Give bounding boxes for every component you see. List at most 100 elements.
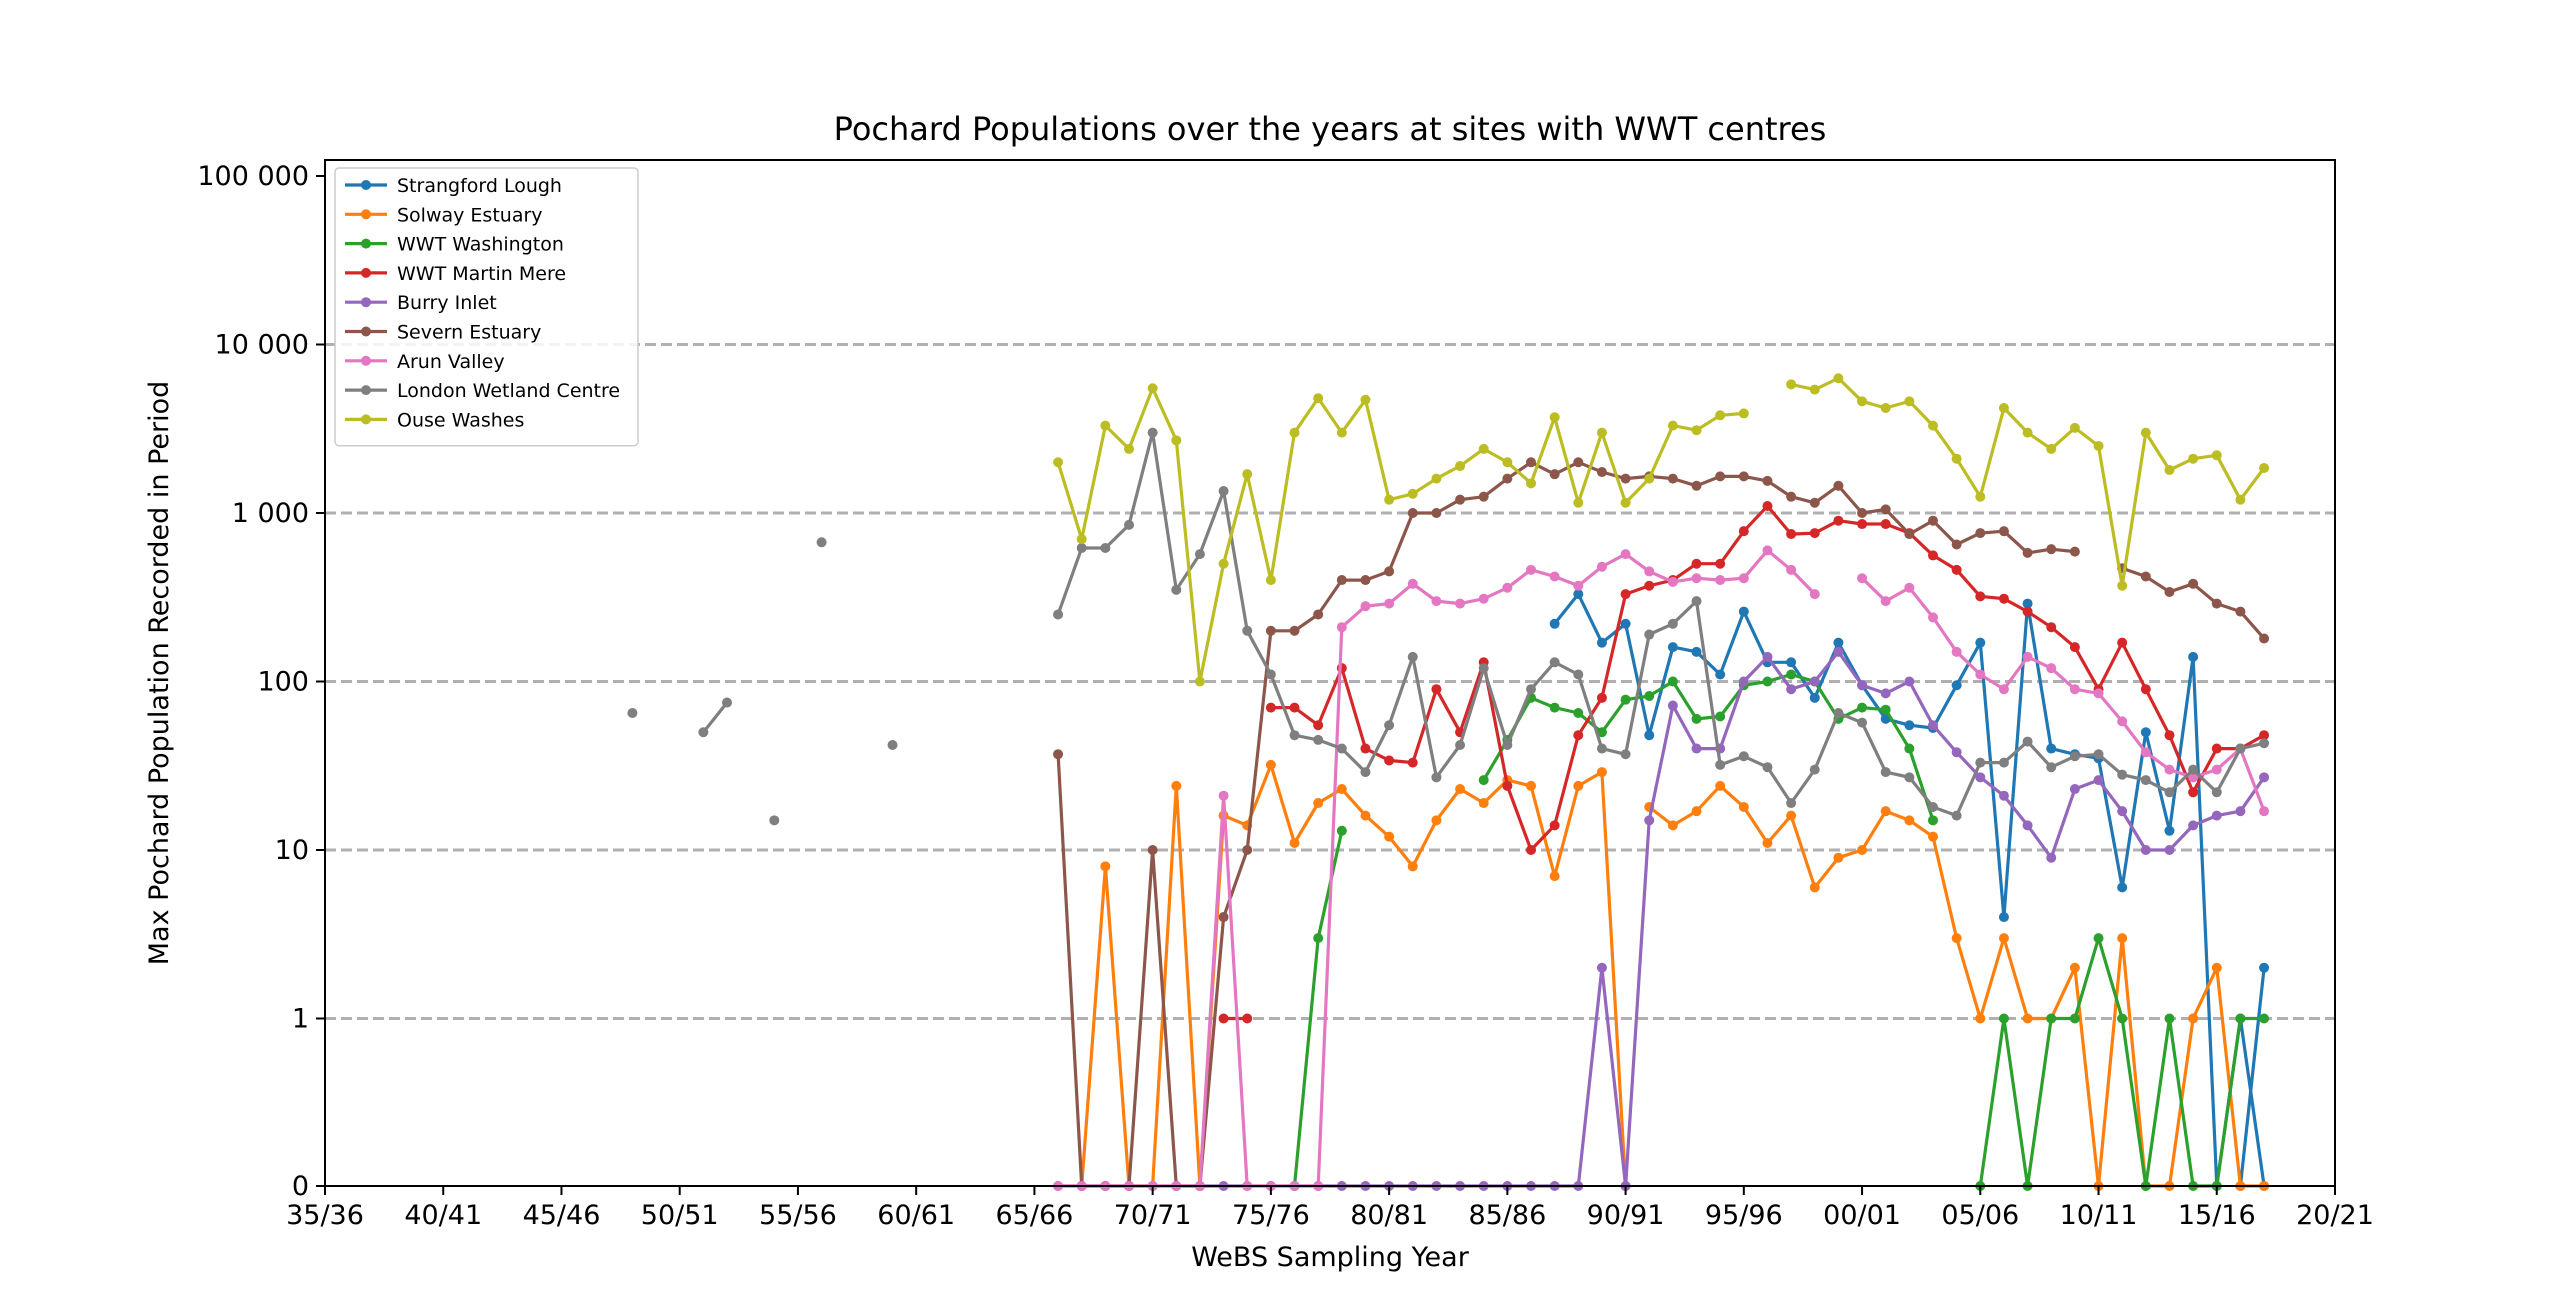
data-point [1951, 810, 1962, 821]
data-point [2164, 1013, 2175, 1024]
data-point [1998, 790, 2009, 801]
data-point [2069, 962, 2080, 973]
data-point [1880, 519, 1891, 530]
data-point [2188, 453, 2199, 464]
x-tick-label: 55/56 [759, 1200, 837, 1231]
data-point [1313, 393, 1324, 404]
data-point [1951, 747, 1962, 758]
data-point [1691, 480, 1702, 491]
x-tick-label: 35/36 [286, 1200, 364, 1231]
legend[interactable]: Strangford Lough Solway Estuary WWT Washin… [334, 167, 639, 447]
data-point [1573, 780, 1584, 791]
data-point [1313, 720, 1324, 731]
data-point [2046, 743, 2057, 754]
data-point [1928, 815, 1938, 826]
data-point [1951, 453, 1962, 464]
legend-marker [361, 180, 371, 190]
data-point [887, 739, 898, 750]
data-point [1289, 838, 1300, 849]
data-point [698, 727, 709, 738]
data-point [2022, 547, 2033, 558]
legend-item[interactable]: Burry Inlet [345, 292, 497, 314]
legend-item[interactable]: WWT Martin Mere [345, 263, 566, 285]
data-point [1384, 831, 1395, 842]
data-point [1573, 708, 1584, 719]
data-point [1904, 676, 1915, 687]
data-point [1549, 618, 1560, 629]
data-point [1975, 772, 1986, 783]
data-point [1596, 427, 1607, 438]
data-point [1100, 420, 1111, 431]
data-point [1762, 501, 1773, 512]
data-point [1596, 467, 1607, 478]
legend-item[interactable]: Solway Estuary [345, 204, 543, 226]
data-point [1928, 831, 1938, 842]
data-point [1928, 420, 1938, 431]
data-point [1455, 784, 1466, 795]
data-point [2164, 764, 2175, 775]
series-layer [627, 373, 2270, 1191]
data-point [1762, 838, 1773, 849]
legend-item[interactable]: WWT Washington [345, 234, 564, 256]
x-tick-label: 95/96 [1705, 1200, 1783, 1231]
data-point [1715, 575, 1726, 586]
series [1289, 825, 1347, 1191]
legend-item[interactable]: London Wetland Centre [345, 380, 620, 402]
data-point [1691, 573, 1702, 584]
data-point [1833, 852, 1844, 863]
data-point [722, 697, 732, 708]
data-point [1998, 1013, 2009, 1024]
chart-title: Pochard Populations over the years at si… [834, 110, 1827, 148]
data-point [1242, 845, 1253, 855]
series [698, 697, 732, 738]
data-point [1265, 702, 1276, 713]
data-point [1691, 425, 1702, 436]
data-point [2046, 852, 2057, 863]
data-point [1786, 529, 1797, 540]
legend-item[interactable]: Severn Estuary [345, 322, 541, 344]
data-point [2259, 738, 2270, 749]
x-tick-label: 80/81 [1350, 1200, 1428, 1231]
legend-item[interactable]: Strangford Lough [345, 175, 562, 197]
legend-label: Severn Estuary [397, 322, 541, 344]
data-point [2164, 464, 2175, 475]
x-tick-label: 00/01 [1823, 1200, 1901, 1231]
data-point [1809, 528, 1820, 539]
data-point [816, 537, 827, 548]
legend-item[interactable]: Arun Valley [345, 351, 505, 373]
series [1786, 373, 2270, 591]
data-point [2140, 727, 2151, 738]
data-point [2046, 663, 2057, 674]
data-point [1620, 549, 1631, 560]
data-point [1194, 676, 1205, 687]
data-point [2069, 642, 2080, 653]
data-point [1644, 473, 1655, 484]
series-line [1292, 830, 1344, 1187]
data-point [1573, 497, 1584, 508]
data-point [1880, 402, 1891, 413]
data-point [1336, 784, 1347, 795]
data-point [2259, 1013, 2270, 1024]
series-line [1860, 577, 2266, 812]
data-point [2117, 716, 2128, 727]
data-point [1667, 642, 1678, 653]
data-point [1833, 646, 1844, 657]
data-point [1171, 780, 1182, 791]
data-point [1478, 663, 1489, 674]
x-tick-label: 65/66 [996, 1200, 1074, 1231]
data-point [1998, 684, 2009, 695]
data-point [2069, 684, 2080, 695]
data-point [1667, 576, 1678, 587]
x-tick-label: 60/61 [877, 1200, 955, 1231]
data-point [1786, 379, 1797, 390]
data-point [1053, 457, 1064, 468]
data-point [1171, 584, 1182, 595]
data-point [1218, 912, 1229, 923]
data-point [2211, 450, 2222, 461]
legend-item[interactable]: Ouse Washes [345, 409, 524, 431]
legend-marker [361, 297, 371, 308]
data-point [1667, 473, 1678, 484]
data-point [2046, 762, 2057, 773]
x-tick-label: 85/86 [1468, 1200, 1546, 1231]
data-point [1644, 815, 1655, 826]
